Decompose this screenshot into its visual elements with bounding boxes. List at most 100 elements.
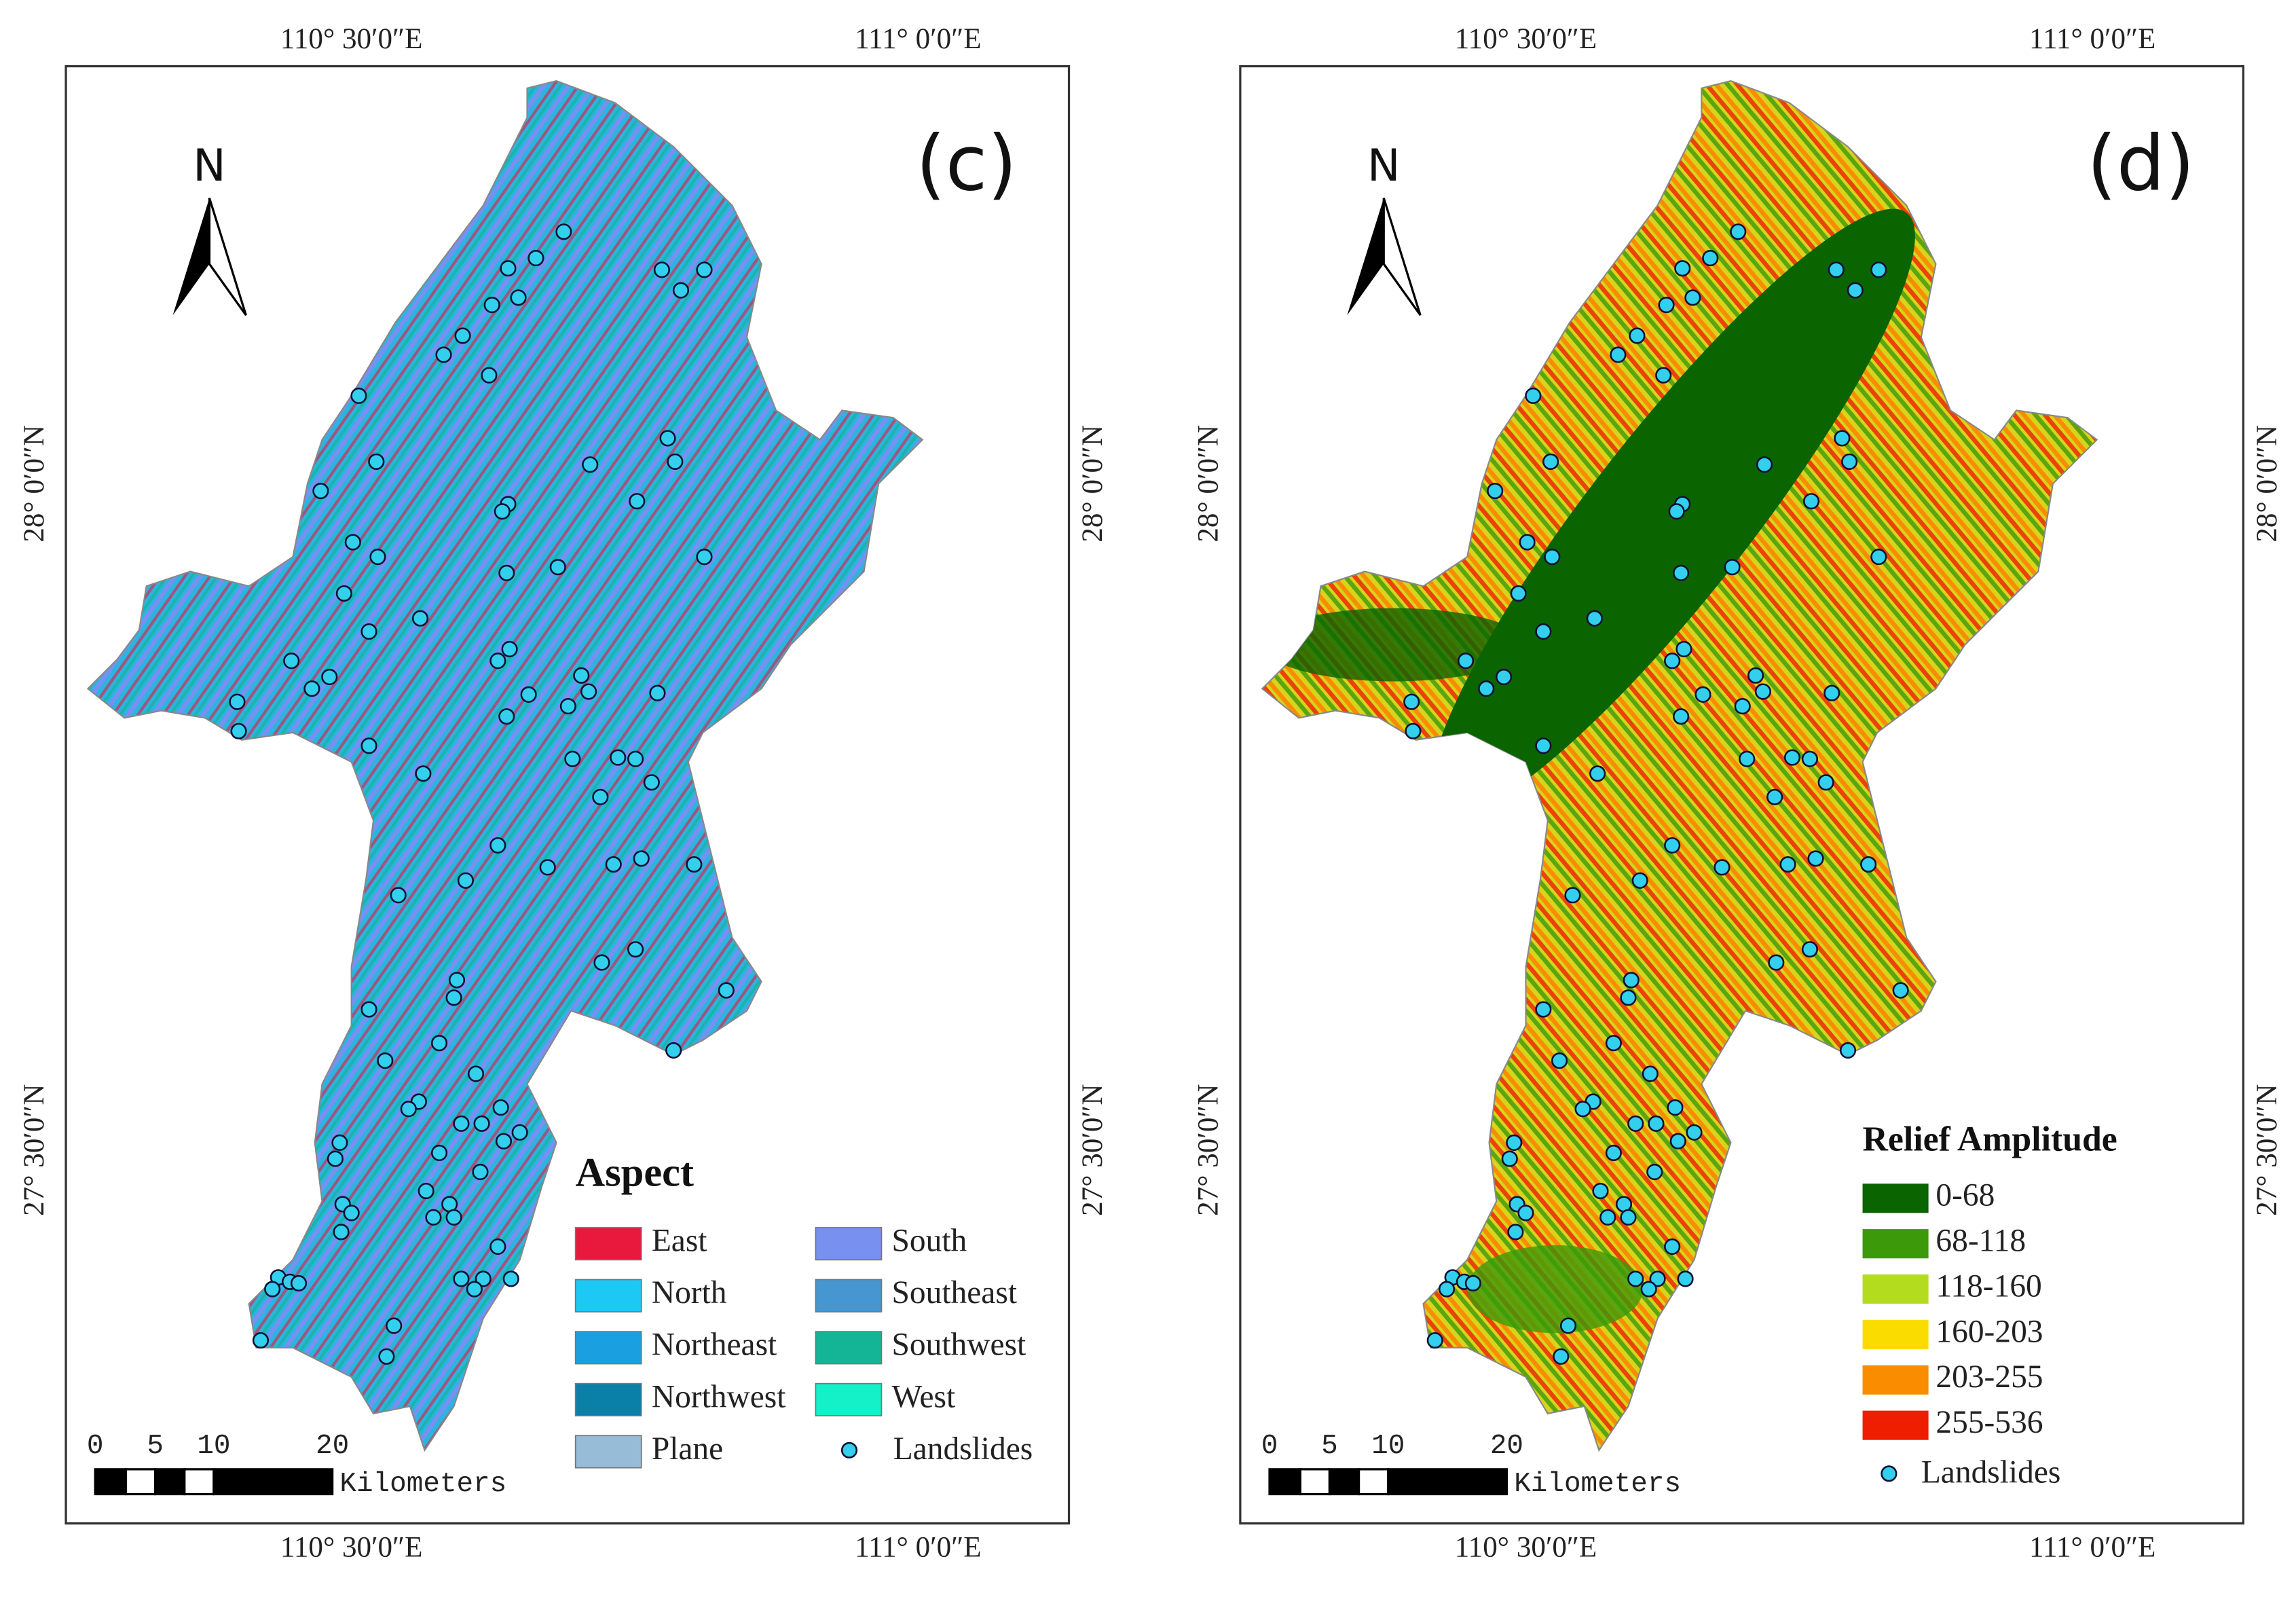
landslide	[1438, 1281, 1456, 1298]
landslide	[502, 1270, 519, 1287]
legend-swatch	[815, 1331, 883, 1365]
legend-swatch	[574, 1382, 642, 1416]
landslide	[1629, 327, 1646, 344]
scale-segment	[1387, 1468, 1508, 1496]
landslide	[1823, 684, 1840, 701]
right-coord: 28° 0′0″N	[1077, 425, 1109, 543]
landslide	[592, 788, 609, 805]
scale-tick: 10	[1371, 1431, 1405, 1462]
bottom-coord: 110° 30′0″E	[1455, 1531, 1597, 1563]
legend-label: East	[652, 1224, 707, 1259]
landslide	[1535, 737, 1552, 754]
top-coord: 110° 30′0″E	[280, 23, 423, 55]
legend-label: West	[892, 1379, 956, 1414]
landslide	[643, 774, 660, 791]
top-coord: 111° 0′0″E	[855, 23, 981, 55]
left-coord: 27° 30′0″N	[18, 1084, 50, 1215]
landslide	[378, 1348, 395, 1365]
landslide	[1620, 1209, 1637, 1226]
landslide	[1478, 680, 1495, 697]
bottom-coord: 111° 0′0″E	[855, 1531, 981, 1563]
legend-swatch	[1862, 1365, 1929, 1395]
north-arrow	[208, 198, 247, 316]
landslide	[453, 1115, 470, 1132]
scale-unit: Kilometers	[1514, 1469, 1681, 1500]
landslide	[492, 1099, 509, 1116]
landslide	[559, 698, 576, 715]
landslide	[1695, 686, 1711, 703]
legend-label: 0-68	[1936, 1178, 1995, 1213]
landslide	[1586, 610, 1603, 627]
landslide	[605, 856, 622, 873]
landslide	[1870, 261, 1887, 278]
legend-label: 255-536	[1936, 1405, 2043, 1440]
legend-swatch	[1862, 1319, 1929, 1349]
landslide	[1506, 1134, 1523, 1151]
landslide	[1756, 456, 1773, 473]
left-coord: 28° 0′0″N	[1193, 425, 1225, 543]
landslide	[1673, 564, 1690, 581]
landslide	[1544, 549, 1561, 566]
landslide	[1457, 653, 1475, 669]
left-coord: 27° 30′0″N	[1193, 1084, 1225, 1215]
legend-label: Northwest	[652, 1379, 786, 1414]
scale-tick: 0	[87, 1431, 104, 1462]
scale-segment	[94, 1468, 128, 1496]
landslide	[1623, 972, 1640, 989]
landslide	[527, 250, 544, 267]
landslide	[343, 1205, 360, 1222]
landslide	[498, 564, 515, 581]
landslide	[411, 610, 429, 627]
landslide	[667, 453, 684, 470]
study-area	[86, 79, 924, 1452]
legend-swatch	[1862, 1274, 1929, 1304]
landslide	[573, 667, 590, 684]
landslide	[696, 261, 713, 278]
scale-segment	[1268, 1468, 1301, 1496]
landslide	[1802, 493, 1820, 510]
scale-unit: Kilometers	[339, 1469, 506, 1500]
landslide	[445, 989, 462, 1006]
legend-label: Northeast	[652, 1327, 777, 1363]
landslide	[230, 722, 247, 739]
landslide	[498, 708, 515, 725]
landslide	[1627, 1115, 1644, 1132]
landslide	[331, 1134, 348, 1151]
scale-segment	[212, 1468, 334, 1496]
landslide	[549, 559, 566, 576]
landslide	[1664, 1238, 1681, 1255]
landslide	[475, 1270, 492, 1287]
landslide	[481, 367, 498, 384]
legend-label: North	[652, 1275, 727, 1310]
landslide	[1669, 1133, 1686, 1150]
scale-segment	[1328, 1468, 1360, 1496]
landslide	[1684, 289, 1701, 306]
landslide	[333, 1224, 350, 1241]
legend-swatch	[815, 1382, 883, 1416]
landslide	[686, 856, 703, 873]
landslide	[610, 749, 627, 766]
landslide	[350, 387, 367, 404]
landslide	[511, 1124, 528, 1141]
landslide	[633, 850, 650, 867]
landslide	[653, 261, 670, 278]
north-arrow	[1347, 198, 1384, 316]
legend-label: Southeast	[892, 1275, 1017, 1310]
landslide	[1631, 872, 1648, 889]
scale-tick: 5	[1321, 1431, 1338, 1462]
landslide	[1841, 453, 1858, 470]
legend-swatch	[574, 1279, 642, 1313]
landslide	[435, 346, 452, 363]
landslide	[696, 549, 713, 566]
right-coord: 27° 30′0″N	[2251, 1084, 2283, 1215]
legend-swatch	[815, 1279, 883, 1313]
landslide	[1535, 623, 1552, 640]
scale-segment	[154, 1468, 186, 1496]
landslide	[1605, 1144, 1622, 1162]
landslide	[718, 982, 735, 999]
north-label: N	[193, 141, 225, 191]
landslide	[453, 1270, 470, 1287]
scale-tick: 20	[1490, 1431, 1523, 1462]
legend-swatch	[574, 1331, 642, 1365]
landslide	[1839, 1042, 1857, 1059]
